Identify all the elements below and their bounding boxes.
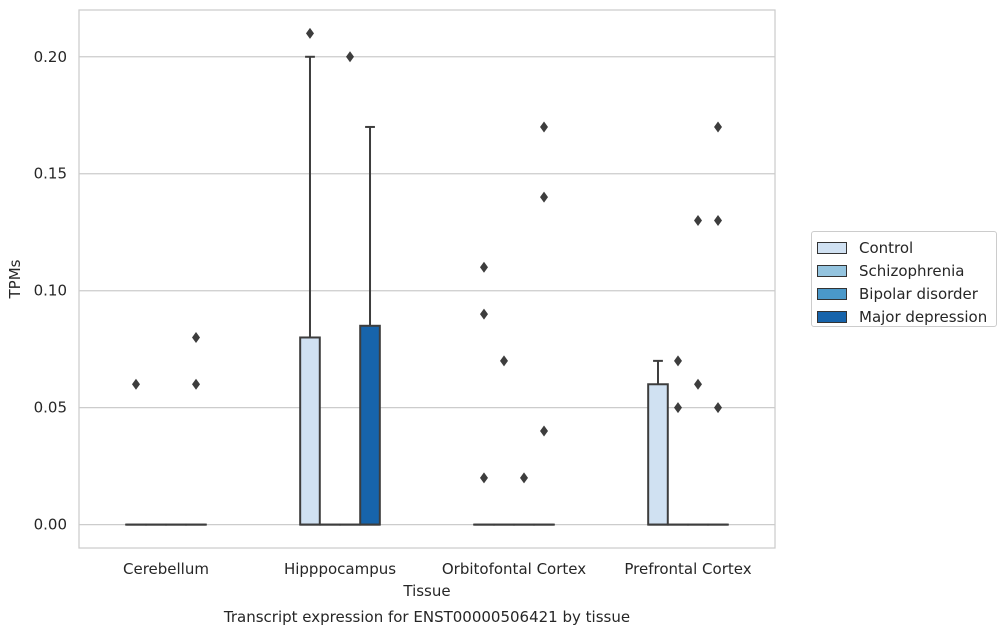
- y-tick-label: 0.20: [34, 48, 67, 66]
- x-axis-label: Tissue: [402, 582, 450, 600]
- outlier-point: [540, 425, 549, 437]
- outlier-point: [192, 331, 201, 343]
- legend-label: Bipolar disorder: [859, 284, 978, 303]
- box-schizophrenia: [667, 355, 689, 526]
- box-major-depression: [185, 331, 207, 526]
- x-tick-label: Orbitofontal Cortex: [442, 560, 586, 578]
- legend-swatch: [817, 241, 847, 254]
- y-tick-label: 0.10: [34, 282, 67, 300]
- outlier-point: [714, 215, 723, 227]
- x-tick-label: Cerebellum: [123, 560, 209, 578]
- legend-swatch: [817, 264, 847, 277]
- box-major-depression: [707, 121, 729, 526]
- y-tick-label: 0.05: [34, 399, 67, 417]
- legend-label: Schizophrenia: [859, 261, 965, 280]
- outlier-point: [694, 378, 703, 390]
- outlier-point: [192, 378, 201, 390]
- legend-item: Bipolar disorder: [812, 282, 996, 305]
- outlier-point: [673, 402, 682, 414]
- x-axis-ticks: Cerebellum Hipppocampus Orbitofontal Corte…: [123, 560, 752, 578]
- box-major-depression: [359, 125, 381, 526]
- legend-item: Schizophrenia: [812, 259, 996, 282]
- box-bipolar-disorder: [339, 51, 361, 526]
- outlier-point: [346, 51, 355, 63]
- legend-swatch: [817, 287, 847, 300]
- plot-area: [79, 10, 775, 548]
- box-control: [473, 261, 495, 526]
- outlier-point: [540, 121, 549, 133]
- outlier-point: [479, 472, 488, 484]
- box-body: [647, 383, 669, 526]
- outlier-point: [714, 121, 723, 133]
- outlier-point: [520, 472, 529, 484]
- box-control: [299, 27, 321, 526]
- legend: Control Schizophrenia Bipolar disorder Majo…: [811, 231, 997, 327]
- outlier-point: [131, 378, 140, 390]
- outlier-point: [479, 308, 488, 320]
- box-control: [647, 359, 669, 526]
- outlier-point: [305, 27, 314, 39]
- y-tick-label: 0.00: [34, 516, 67, 534]
- box-series: [125, 27, 729, 526]
- y-axis-ticks: 0.00 0.05 0.10 0.15 0.20: [34, 48, 67, 534]
- outlier-point: [479, 261, 488, 273]
- legend-label: Major depression: [859, 307, 988, 326]
- box-body: [359, 324, 381, 526]
- outlier-point: [499, 355, 508, 367]
- outlier-point: [540, 191, 549, 203]
- chart-caption: Transcript expression for ENST0000050642…: [223, 608, 630, 626]
- box-body: [299, 336, 321, 526]
- x-tick-label: Hipppocampus: [284, 560, 396, 578]
- box-major-depression: [533, 121, 555, 526]
- x-tick-label: Prefrontal Cortex: [624, 560, 751, 578]
- legend-swatch: [817, 310, 847, 323]
- plot-frame: [78, 9, 776, 549]
- outlier-point: [673, 355, 682, 367]
- box-bipolar-disorder: [687, 215, 709, 526]
- y-axis-label: TPMs: [6, 259, 24, 299]
- box-control: [125, 378, 147, 526]
- y-tick-label: 0.15: [34, 165, 67, 183]
- legend-item: Major depression: [812, 305, 996, 328]
- legend-label: Control: [859, 238, 914, 257]
- legend-item: Control: [812, 236, 996, 259]
- outlier-point: [694, 215, 703, 227]
- outlier-point: [714, 402, 723, 414]
